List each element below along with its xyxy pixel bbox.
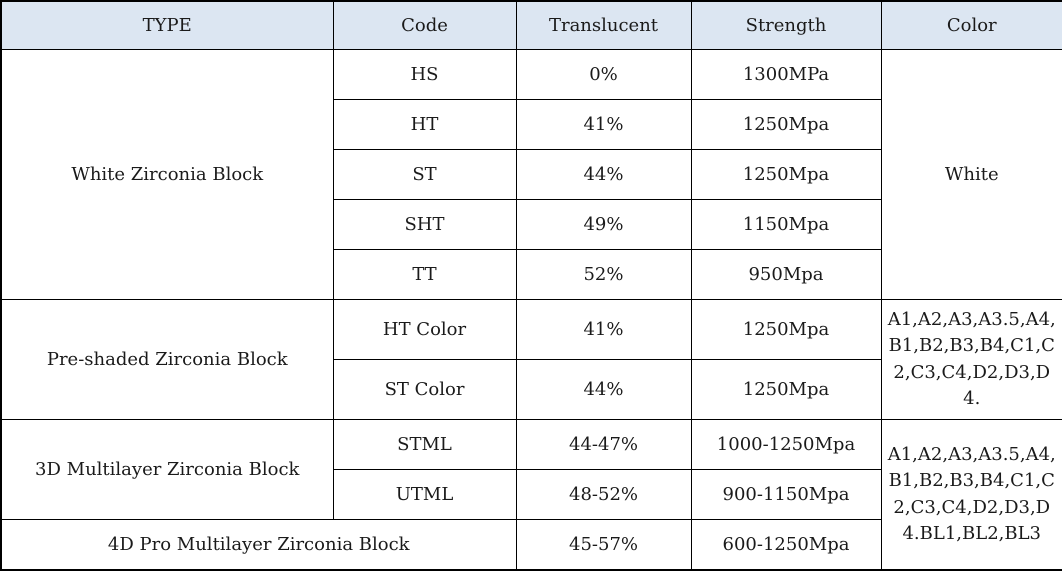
header-cell-strength: Strength bbox=[690, 0, 882, 50]
code-cell: TT bbox=[332, 248, 517, 300]
strength-cell: 600-1250Mpa bbox=[690, 519, 882, 571]
strength-cell: 900-1150Mpa bbox=[690, 469, 882, 521]
header-cell-color: Color bbox=[880, 0, 1062, 50]
translucent-cell: 41% bbox=[515, 98, 692, 150]
code-cell: STML bbox=[332, 419, 517, 471]
translucent-cell: 0% bbox=[515, 48, 692, 100]
code-cell: HT Color bbox=[332, 298, 517, 361]
translucent-cell: 41% bbox=[515, 298, 692, 361]
strength-cell: 1150Mpa bbox=[690, 198, 882, 250]
header-cell-code: Code bbox=[332, 0, 517, 50]
strength-cell: 1250Mpa bbox=[690, 98, 882, 150]
table-row: SHT 49% 1150Mpa bbox=[1, 198, 1062, 250]
table-row: HT 41% 1250Mpa bbox=[1, 98, 1062, 150]
strength-cell: 1250Mpa bbox=[690, 148, 882, 200]
color-cell-multilayer: A1,A2,A3,A3.5,A4,B1,B2,B3,B4,C1,C2,C3,C4… bbox=[880, 419, 1062, 571]
code-cell: SHT bbox=[332, 198, 517, 250]
type-cell-4d-pro: 4D Pro Multilayer Zirconia Block bbox=[0, 519, 517, 571]
header-cell-type: TYPE bbox=[0, 0, 334, 50]
strength-cell: 1250Mpa bbox=[690, 298, 882, 361]
translucent-cell: 44% bbox=[515, 359, 692, 421]
strength-cell: 950Mpa bbox=[690, 248, 882, 300]
code-cell: UTML bbox=[332, 469, 517, 521]
translucent-cell: 44% bbox=[515, 148, 692, 200]
table-row: ST Color 44% 1250Mpa bbox=[1, 359, 1062, 421]
table-row: Pre-shaded Zirconia Block HT Color 41% 1… bbox=[0, 298, 1062, 421]
color-cell-white: White bbox=[880, 48, 1062, 300]
type-cell-3d-multilayer: 3D Multilayer Zirconia Block bbox=[0, 419, 334, 521]
translucent-cell: 49% bbox=[515, 198, 692, 250]
table-row: TT 52% 950Mpa bbox=[1, 248, 1062, 300]
code-cell: HS bbox=[332, 48, 517, 100]
translucent-cell: 45-57% bbox=[515, 519, 692, 571]
table-row: UTML 48-52% 900-1150Mpa bbox=[1, 469, 1062, 521]
header-cell-translucent: Translucent bbox=[515, 0, 692, 50]
strength-cell: 1300MPa bbox=[690, 48, 882, 100]
code-cell: HT bbox=[332, 98, 517, 150]
table-row: 3D Multilayer Zirconia Block STML 44-47%… bbox=[0, 419, 1062, 571]
code-cell: ST bbox=[332, 148, 517, 200]
translucent-cell: 48-52% bbox=[515, 469, 692, 521]
type-cell-pre-shaded: Pre-shaded Zirconia Block bbox=[0, 298, 334, 421]
code-cell: ST Color bbox=[332, 359, 517, 421]
type-cell-white-zirconia: White Zirconia Block bbox=[0, 48, 334, 300]
color-cell-pre-shaded: A1,A2,A3,A3.5,A4,B1,B2,B3,B4,C1,C2,C3,C4… bbox=[880, 298, 1062, 421]
header-row: TYPE Code Translucent Strength Color bbox=[0, 0, 1062, 50]
strength-cell: 1000-1250Mpa bbox=[690, 419, 882, 471]
table-row: White Zirconia Block HS 0% 1300MPa White bbox=[0, 48, 1062, 300]
table-row: 4D Pro Multilayer Zirconia Block 45-57% … bbox=[0, 519, 1062, 571]
table-row: ST 44% 1250Mpa bbox=[1, 148, 1062, 200]
translucent-cell: 52% bbox=[515, 248, 692, 300]
strength-cell: 1250Mpa bbox=[690, 359, 882, 421]
translucent-cell: 44-47% bbox=[515, 419, 692, 471]
